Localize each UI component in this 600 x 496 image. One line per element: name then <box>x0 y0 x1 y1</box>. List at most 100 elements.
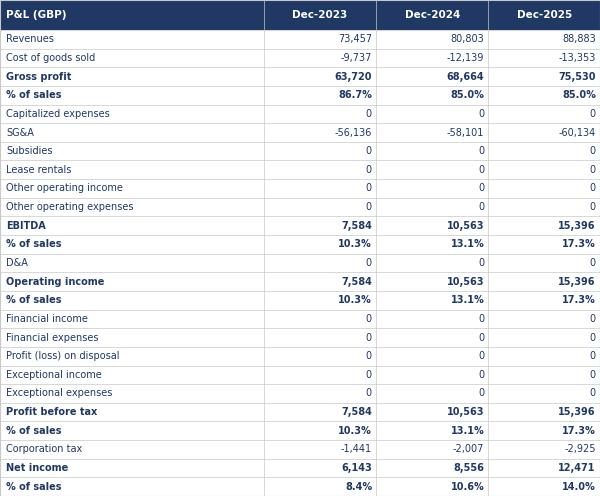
Bar <box>264 0 376 30</box>
Text: 63,720: 63,720 <box>335 71 372 82</box>
Bar <box>488 0 600 30</box>
Text: 0: 0 <box>590 146 596 156</box>
Bar <box>0 272 600 291</box>
Text: Lease rentals: Lease rentals <box>6 165 71 175</box>
Bar <box>0 403 600 422</box>
Text: Other operating expenses: Other operating expenses <box>6 202 133 212</box>
Text: 10,563: 10,563 <box>447 407 484 417</box>
Text: 0: 0 <box>478 184 484 193</box>
Text: 10,563: 10,563 <box>447 221 484 231</box>
Text: -12,139: -12,139 <box>447 53 484 63</box>
Text: 0: 0 <box>478 109 484 119</box>
Text: 8,556: 8,556 <box>454 463 484 473</box>
Text: 86.7%: 86.7% <box>338 90 372 100</box>
Bar <box>0 179 600 198</box>
Text: 14.0%: 14.0% <box>562 482 596 492</box>
Text: 0: 0 <box>478 332 484 343</box>
Bar <box>0 0 264 30</box>
Text: 15,396: 15,396 <box>558 407 596 417</box>
Text: 13.1%: 13.1% <box>451 295 484 305</box>
Text: 0: 0 <box>590 332 596 343</box>
Text: 17.3%: 17.3% <box>562 426 596 436</box>
Text: 0: 0 <box>590 351 596 361</box>
Text: 68,664: 68,664 <box>446 71 484 82</box>
Bar <box>0 477 600 496</box>
Text: Exceptional expenses: Exceptional expenses <box>6 388 112 398</box>
Bar <box>0 142 600 161</box>
Bar <box>0 161 600 179</box>
Bar <box>0 328 600 347</box>
Text: 0: 0 <box>366 109 372 119</box>
Text: 0: 0 <box>590 388 596 398</box>
Text: P&L (GBP): P&L (GBP) <box>6 10 67 20</box>
Bar <box>0 49 600 67</box>
Text: Subsidies: Subsidies <box>6 146 53 156</box>
Text: Net income: Net income <box>6 463 68 473</box>
Text: 85.0%: 85.0% <box>562 90 596 100</box>
Text: 8.4%: 8.4% <box>345 482 372 492</box>
Text: Revenues: Revenues <box>6 34 54 44</box>
Text: 0: 0 <box>478 314 484 324</box>
Bar <box>0 440 600 459</box>
Text: 12,471: 12,471 <box>558 463 596 473</box>
Text: 0: 0 <box>590 370 596 380</box>
Text: % of sales: % of sales <box>6 482 62 492</box>
Text: 7,584: 7,584 <box>341 277 372 287</box>
Text: 0: 0 <box>478 146 484 156</box>
Text: Operating income: Operating income <box>6 277 104 287</box>
Text: 0: 0 <box>478 202 484 212</box>
Text: 10.3%: 10.3% <box>338 295 372 305</box>
Text: 75,530: 75,530 <box>558 71 596 82</box>
Text: D&A: D&A <box>6 258 28 268</box>
Text: -9,737: -9,737 <box>341 53 372 63</box>
Text: 17.3%: 17.3% <box>562 240 596 249</box>
Text: Financial income: Financial income <box>6 314 88 324</box>
Bar <box>0 123 600 142</box>
Text: 0: 0 <box>590 202 596 212</box>
Text: % of sales: % of sales <box>6 295 62 305</box>
Bar <box>0 198 600 216</box>
Text: 17.3%: 17.3% <box>562 295 596 305</box>
Text: 0: 0 <box>478 258 484 268</box>
Text: 13.1%: 13.1% <box>451 426 484 436</box>
Text: -13,353: -13,353 <box>559 53 596 63</box>
Text: 15,396: 15,396 <box>558 221 596 231</box>
Text: 88,883: 88,883 <box>562 34 596 44</box>
Text: 0: 0 <box>366 258 372 268</box>
Text: Dec-2023: Dec-2023 <box>292 10 348 20</box>
Bar <box>0 459 600 477</box>
Text: -60,134: -60,134 <box>559 127 596 137</box>
Text: EBITDA: EBITDA <box>6 221 46 231</box>
Bar <box>0 310 600 328</box>
Text: 0: 0 <box>590 184 596 193</box>
Text: Capitalized expenses: Capitalized expenses <box>6 109 110 119</box>
Text: -1,441: -1,441 <box>341 444 372 454</box>
Text: Gross profit: Gross profit <box>6 71 71 82</box>
Text: Dec-2025: Dec-2025 <box>517 10 572 20</box>
Bar <box>0 86 600 105</box>
Bar <box>0 422 600 440</box>
Text: 7,584: 7,584 <box>341 221 372 231</box>
Bar <box>0 384 600 403</box>
Text: 6,143: 6,143 <box>341 463 372 473</box>
Text: Financial expenses: Financial expenses <box>6 332 98 343</box>
Text: 80,803: 80,803 <box>451 34 484 44</box>
Text: 0: 0 <box>478 370 484 380</box>
Text: 0: 0 <box>590 165 596 175</box>
Bar <box>0 235 600 253</box>
Text: 13.1%: 13.1% <box>451 240 484 249</box>
Text: 0: 0 <box>366 184 372 193</box>
Text: SG&A: SG&A <box>6 127 34 137</box>
Text: 10.3%: 10.3% <box>338 426 372 436</box>
Text: Profit before tax: Profit before tax <box>6 407 97 417</box>
Text: 0: 0 <box>366 202 372 212</box>
Text: % of sales: % of sales <box>6 426 62 436</box>
Text: 0: 0 <box>478 351 484 361</box>
Text: -2,007: -2,007 <box>453 444 484 454</box>
Text: 0: 0 <box>366 370 372 380</box>
Text: 0: 0 <box>366 146 372 156</box>
Text: -2,925: -2,925 <box>564 444 596 454</box>
Text: 85.0%: 85.0% <box>451 90 484 100</box>
Text: 0: 0 <box>366 388 372 398</box>
Bar <box>0 216 600 235</box>
